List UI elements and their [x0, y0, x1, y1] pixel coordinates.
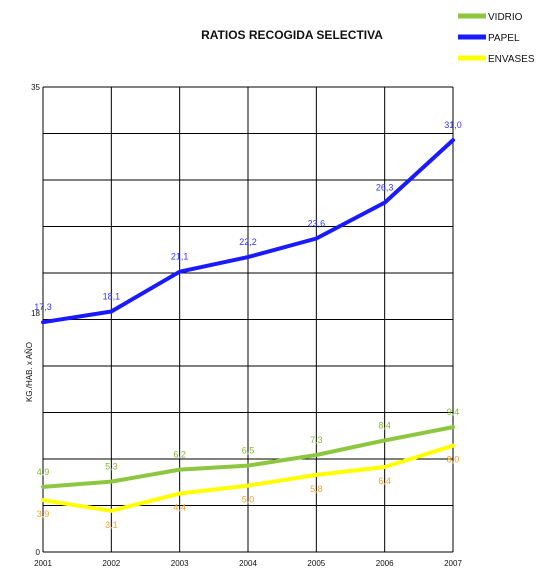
- y-tick-labels: 0 18 35: [31, 83, 40, 557]
- data-label-papel: 21,1: [171, 252, 189, 262]
- series-line-papel: [41, 138, 455, 325]
- series-line-vidrio: [41, 425, 455, 489]
- data-label-papel: 26,3: [376, 183, 394, 193]
- data-label-envases: 8,0: [447, 455, 460, 465]
- data-label-envases: 4,4: [173, 503, 186, 513]
- x-tick-label: 2006: [376, 559, 394, 568]
- data-label-vidrio: 4,9: [37, 467, 50, 477]
- data-label-vidrio: 7,3: [310, 435, 323, 445]
- legend: VIDRIO PAPEL ENVASES: [458, 12, 535, 65]
- y-tick-label: 35: [31, 83, 40, 92]
- data-label-vidrio: 5,3: [105, 462, 118, 472]
- x-tick-label: 2007: [444, 559, 462, 568]
- data-label-papel: 18,1: [103, 292, 121, 302]
- data-label-vidrio: 8,4: [378, 420, 391, 430]
- data-label-envases: 5,0: [242, 495, 255, 505]
- x-tick-label: 2001: [34, 559, 52, 568]
- data-label-envases: 3,1: [105, 520, 118, 530]
- data-label-envases: 3,9: [37, 509, 50, 519]
- plot-grid: [42, 86, 454, 553]
- data-label-vidrio: 9,4: [447, 407, 460, 417]
- x-tick-label: 2002: [102, 559, 120, 568]
- x-tick-label: 2005: [307, 559, 325, 568]
- data-label-envases: 6,4: [378, 476, 391, 486]
- y-axis-label: KG./HAB. x AÑO: [25, 342, 34, 402]
- data-label-papel: 23,6: [308, 218, 326, 228]
- data-label-papel: 22,2: [239, 237, 257, 247]
- x-tick-label: 2004: [239, 559, 257, 568]
- data-label-papel: 17,3: [34, 302, 52, 312]
- data-label-vidrio: 6,2: [173, 450, 186, 460]
- data-label-envases: 5,8: [310, 484, 323, 494]
- y-tick-label: 18: [31, 309, 40, 318]
- legend-label-vidrio: VIDRIO: [488, 12, 523, 23]
- chart-title: RATIOS RECOGIDA SELECTIVA: [201, 28, 383, 42]
- series-lines: [41, 138, 455, 513]
- y-tick-label: 0: [36, 548, 41, 557]
- series-line-envases: [41, 443, 455, 513]
- legend-label-papel: PAPEL: [488, 33, 520, 44]
- data-label-vidrio: 6,5: [242, 446, 255, 456]
- data-labels: 4,9 5,3 6,2 6,5 7,3 8,4 9,4 17,3 18,1 21,1 22,2 23,…: [34, 120, 462, 530]
- x-tick-labels: 2001 2002 2003 2004 2005 2006 2007: [34, 559, 462, 568]
- data-label-papel: 31,0: [444, 120, 462, 130]
- legend-label-envases: ENVASES: [488, 54, 535, 65]
- x-tick-label: 2003: [171, 559, 189, 568]
